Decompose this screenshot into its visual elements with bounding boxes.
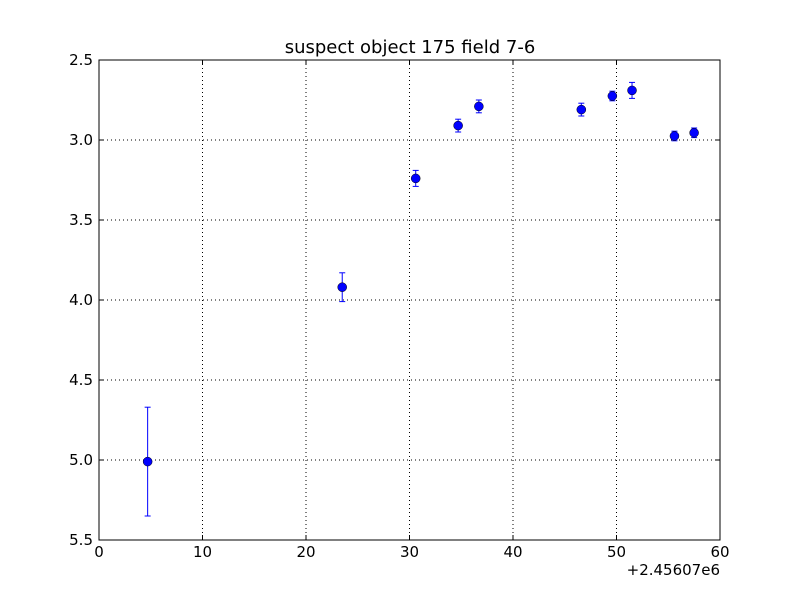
x-tick-label: 0 <box>94 543 104 561</box>
data-point <box>474 101 484 112</box>
data-point <box>576 104 587 115</box>
plot-frame <box>98 59 721 541</box>
data-point <box>607 91 618 101</box>
y-tick-label: 3.5 <box>69 211 93 229</box>
x-tick-label: 50 <box>607 543 626 561</box>
data-point <box>410 173 421 184</box>
y-tick-label: 5.0 <box>69 451 93 469</box>
y-tick-label: 3.0 <box>69 131 93 149</box>
chart-title: suspect object 175 field 7-6 <box>285 37 536 58</box>
x-tick-label: 10 <box>193 543 212 561</box>
x-tick-label: 60 <box>710 543 729 561</box>
data-point <box>453 120 463 131</box>
data-point <box>337 282 347 292</box>
data-point <box>627 85 637 96</box>
x-tick-label: 20 <box>296 543 315 561</box>
x-tick-label: 40 <box>503 543 522 561</box>
y-tick-label: 5.5 <box>69 531 93 549</box>
x-offset-label: +2.45607e6 <box>627 561 720 579</box>
data-point <box>669 131 680 141</box>
x-tick-label: 30 <box>400 543 419 561</box>
y-tick-label: 4.0 <box>69 291 93 309</box>
data-point <box>689 128 699 138</box>
y-tick-label: 4.5 <box>69 371 93 389</box>
y-tick-label: 2.5 <box>69 51 93 69</box>
data-point <box>142 456 153 467</box>
